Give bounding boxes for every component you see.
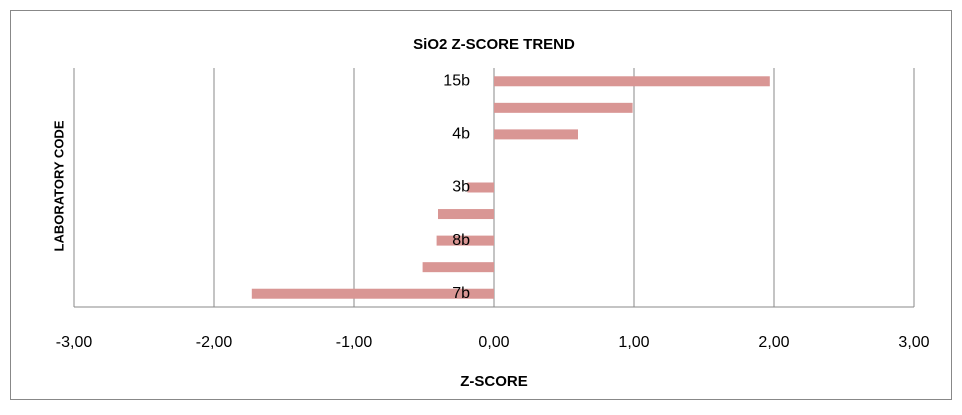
x-tick-label: -3,00	[56, 334, 93, 351]
bar	[422, 262, 494, 273]
y-tick-label: 3b	[452, 179, 470, 196]
y-tick-label: 8b	[452, 232, 470, 249]
x-tick-label: 0,00	[478, 334, 509, 351]
y-tick-label: 7b	[452, 285, 470, 302]
x-tick-label: 3,00	[898, 334, 929, 351]
y-tick-label: 4b	[452, 126, 470, 143]
bar	[494, 76, 770, 87]
bar	[436, 235, 494, 246]
bar	[494, 102, 633, 113]
y-axis-title: LABORATORY CODE	[51, 120, 66, 251]
chart-border	[10, 10, 952, 400]
bar	[494, 129, 578, 140]
x-tick-label: -2,00	[196, 334, 233, 351]
bar	[467, 182, 494, 193]
y-tick-label: 15b	[443, 72, 470, 89]
bar	[438, 209, 494, 220]
x-axis-title: Z-SCORE	[460, 373, 528, 390]
x-tick-label: -1,00	[336, 334, 373, 351]
x-tick-label: 2,00	[758, 334, 789, 351]
x-tick-label: 1,00	[618, 334, 649, 351]
bar	[251, 288, 494, 299]
chart-title: SiO2 Z-SCORE TREND	[413, 36, 575, 53]
